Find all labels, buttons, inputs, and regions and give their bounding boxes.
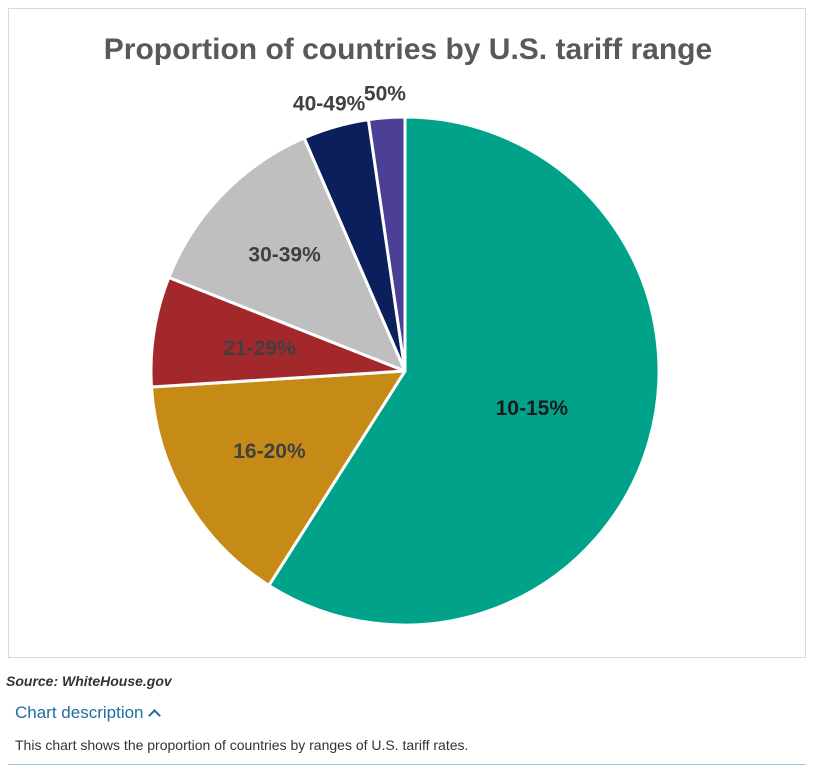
chevron-up-icon — [147, 709, 161, 722]
chart-description-toggle[interactable]: Chart description — [15, 703, 161, 723]
chart-frame: Proportion of countries by U.S. tariff r… — [8, 8, 806, 658]
divider — [8, 764, 806, 765]
chart-title: Proportion of countries by U.S. tariff r… — [104, 33, 712, 66]
chart-description-text: This chart shows the proportion of count… — [15, 737, 469, 753]
pie-slice-21-29pct — [149, 275, 407, 389]
pie-label-40-49pct: 40-49% — [293, 93, 366, 116]
pie-slice-30-39pct — [167, 136, 407, 373]
pie-slice-16-20pct — [150, 369, 407, 587]
pie-slices — [149, 115, 661, 627]
pie-slice-50pct — [366, 115, 407, 373]
chart-description-label: Chart description — [15, 703, 144, 722]
chart-source: Source: WhiteHouse.gov — [6, 673, 172, 689]
pie-label-50pct: 50% — [364, 83, 406, 106]
pie-label-30-39pct: 30-39% — [248, 243, 321, 266]
pie-label-21-29pct: 21-29% — [223, 337, 296, 360]
pie-slice-10-15pct — [267, 115, 661, 627]
pie-label-16-20pct: 16-20% — [233, 440, 306, 463]
pie-label-10-15pct: 10-15% — [496, 397, 569, 420]
pie-chart: Proportion of countries by U.S. tariff r… — [104, 33, 712, 627]
pie-labels: 10-15% 16-20% 21-29% 30-39% 40-49%50% — [223, 83, 568, 463]
